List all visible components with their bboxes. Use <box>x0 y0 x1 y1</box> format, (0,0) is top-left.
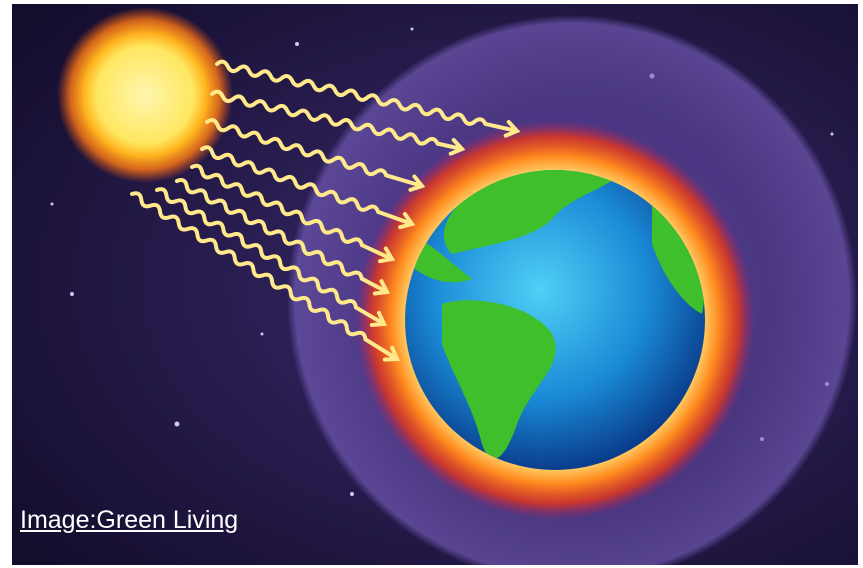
illustration <box>12 4 858 565</box>
sun-ray <box>205 118 426 192</box>
sun-ray <box>190 163 396 264</box>
sun-ray <box>210 89 466 156</box>
sun-ray <box>175 177 391 296</box>
sun-ray <box>215 59 521 138</box>
sun-ray <box>130 191 400 362</box>
sun-rays <box>130 59 521 362</box>
sun-ray <box>200 145 416 230</box>
sun <box>57 7 233 183</box>
sun-ray <box>155 187 388 327</box>
image-credit-link[interactable]: Image:Green Living <box>20 506 239 534</box>
